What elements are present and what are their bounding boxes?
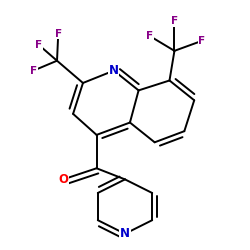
Text: F: F xyxy=(30,66,37,76)
Text: N: N xyxy=(109,64,119,77)
Text: F: F xyxy=(55,28,62,38)
Text: O: O xyxy=(58,173,68,186)
Text: F: F xyxy=(198,36,205,46)
Text: F: F xyxy=(35,40,42,50)
Text: F: F xyxy=(171,16,178,26)
Text: F: F xyxy=(146,31,153,41)
Text: N: N xyxy=(120,227,130,240)
